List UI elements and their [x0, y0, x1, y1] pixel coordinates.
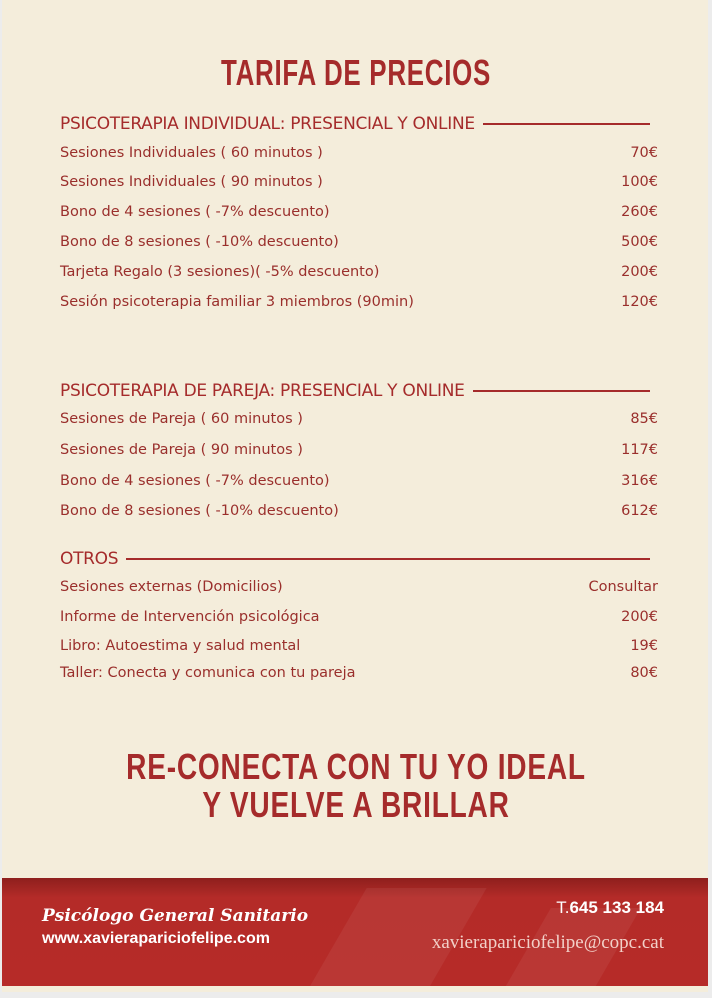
item-price: 70€: [630, 145, 658, 161]
item-price: 500€: [621, 234, 658, 250]
footer-website[interactable]: www.xavierapariciofelipe.com: [42, 930, 270, 947]
slogan-line-1: RE-CONECTA CON TU YO IDEAL: [126, 746, 586, 787]
divider: [482, 123, 650, 125]
item-label: Sesiones Individuales ( 90 minutos ): [60, 174, 323, 190]
price-row: Sesiones Individuales ( 90 minutos ) 100€: [60, 174, 658, 190]
price-row: Informe de Intervención psicológica 200€: [60, 609, 658, 625]
item-label: Bono de 4 sesiones ( -7% descuento): [60, 473, 330, 489]
item-price: 612€: [621, 503, 658, 519]
slogan-line-2: Y VUELVE A BRILLAR: [202, 784, 510, 825]
footer-role: Psicólogo General Sanitario: [42, 906, 309, 926]
section-title: PSICOTERAPIA INDIVIDUAL: PRESENCIAL Y ON…: [60, 114, 475, 134]
item-price: 80€: [630, 665, 658, 681]
price-row: Bono de 8 sesiones ( -10% descuento) 612€: [60, 503, 658, 519]
item-label: Sesiones de Pareja ( 90 minutos ): [60, 442, 303, 458]
divider: [126, 558, 650, 560]
slogan: RE-CONECTA CON TU YO IDEAL Y VUELVE A BR…: [78, 748, 633, 824]
section-heading: OTROS: [60, 549, 650, 569]
item-label: Bono de 8 sesiones ( -10% descuento): [60, 503, 339, 519]
item-price: 200€: [621, 609, 658, 625]
item-price: 260€: [621, 204, 658, 220]
section-heading: PSICOTERAPIA DE PAREJA: PRESENCIAL Y ONL…: [60, 381, 650, 401]
price-row: Taller: Conecta y comunica con tu pareja…: [60, 665, 658, 681]
price-row: Sesión psicoterapia familiar 3 miembros …: [60, 294, 658, 310]
item-label: Bono de 8 sesiones ( -10% descuento): [60, 234, 339, 250]
item-price: 100€: [621, 174, 658, 190]
phone-number: 645 133 184: [569, 898, 664, 917]
price-row: Sesiones de Pareja ( 60 minutos ) 85€: [60, 411, 658, 427]
item-price: 117€: [621, 442, 658, 458]
divider: [472, 390, 650, 392]
section-title: PSICOTERAPIA DE PAREJA: PRESENCIAL Y ONL…: [60, 381, 465, 401]
item-label: Sesiones externas (Domicilios): [60, 579, 283, 595]
item-label: Sesiones de Pareja ( 60 minutos ): [60, 411, 303, 427]
item-label: Taller: Conecta y comunica con tu pareja: [60, 665, 356, 681]
price-row: Tarjeta Regalo (3 sesiones)( -5% descuen…: [60, 264, 658, 280]
item-price: Consultar: [588, 579, 659, 595]
item-label: Sesiones Individuales ( 60 minutos ): [60, 145, 323, 161]
price-row: Sesiones externas (Domicilios) Consultar: [60, 579, 658, 595]
item-label: Libro: Autoestima y salud mental: [60, 638, 301, 654]
item-label: Informe de Intervención psicológica: [60, 609, 320, 625]
section-title: OTROS: [60, 549, 119, 569]
item-label: Sesión psicoterapia familiar 3 miembros …: [60, 294, 414, 310]
price-row: Bono de 4 sesiones ( -7% descuento) 316€: [60, 473, 658, 489]
item-price: 85€: [630, 411, 658, 427]
page-title: TARIFA DE PRECIOS: [220, 52, 492, 93]
price-row: Sesiones de Pareja ( 90 minutos ) 117€: [60, 442, 658, 458]
price-row: Libro: Autoestima y salud mental 19€: [60, 638, 658, 654]
item-price: 200€: [621, 264, 658, 280]
phone-prefix: T.: [556, 898, 570, 917]
item-price: 120€: [621, 294, 658, 310]
price-row: Bono de 8 sesiones ( -10% descuento) 500€: [60, 234, 658, 250]
footer-email[interactable]: xavierapariciofelipe@copc.cat: [431, 932, 664, 953]
item-label: Bono de 4 sesiones ( -7% descuento): [60, 204, 330, 220]
item-price: 19€: [630, 638, 658, 654]
footer-phone: T.645 133 184: [556, 898, 664, 918]
price-row: Sesiones Individuales ( 60 minutos ) 70€: [60, 145, 658, 161]
item-label: Tarjeta Regalo (3 sesiones)( -5% descuen…: [60, 264, 380, 280]
item-price: 316€: [621, 473, 658, 489]
footer: Psicólogo General Sanitario www.xavierap…: [2, 878, 708, 986]
price-row: Bono de 4 sesiones ( -7% descuento) 260€: [60, 204, 658, 220]
section-heading: PSICOTERAPIA INDIVIDUAL: PRESENCIAL Y ON…: [60, 114, 650, 134]
